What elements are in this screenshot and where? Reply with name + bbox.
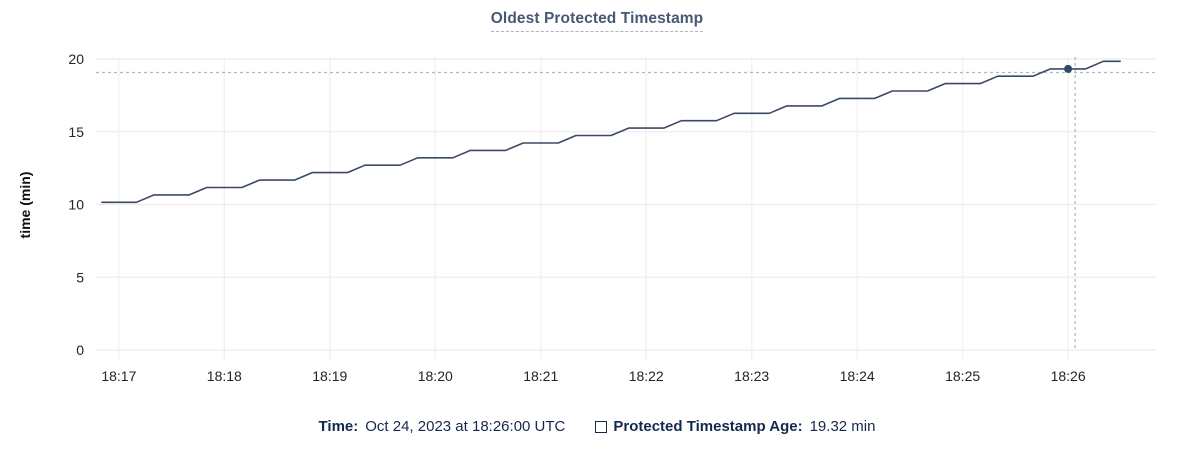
x-tick-label: 18:23 [734, 368, 769, 384]
legend-series-label: Protected Timestamp Age: [613, 418, 803, 435]
x-tick-label: 18:20 [418, 368, 453, 384]
x-tick-label: 18:22 [629, 368, 664, 384]
chart-title[interactable]: Oldest Protected Timestamp [490, 10, 704, 32]
x-tick-label: 18:26 [1051, 368, 1086, 384]
x-tick-label: 18:17 [101, 368, 136, 384]
h-gridlines [96, 58, 1156, 351]
y-tick-label: 5 [76, 269, 84, 285]
x-tick-label: 18:24 [840, 368, 875, 384]
series-toggle-checkbox[interactable] [595, 420, 608, 433]
hover-point-dot [1064, 64, 1073, 73]
legend-series-group: Protected Timestamp Age: 19.32 min [595, 418, 875, 435]
y-tick-label: 10 [68, 197, 84, 213]
crosshair [96, 57, 1156, 350]
x-tick-label: 18:21 [523, 368, 558, 384]
x-tick-label: 18:25 [945, 368, 980, 384]
x-tick-label: 18:18 [207, 368, 242, 384]
series-line [101, 60, 1121, 204]
legend-time-label: Time: [318, 418, 359, 435]
chart-title-row: Oldest Protected Timestamp [0, 10, 1194, 32]
chart-legend: Time: Oct 24, 2023 at 18:26:00 UTC Prote… [0, 418, 1194, 435]
y-tick-label: 20 [68, 51, 84, 67]
legend-time-group: Time: Oct 24, 2023 at 18:26:00 UTC [319, 418, 566, 435]
x-tick-labels: 18:17 18:18 18:19 18:20 18:21 18:22 18:23 18:24… [101, 368, 1086, 384]
legend-series-value: 19.32 min [809, 418, 876, 435]
y-tick-label: 15 [68, 124, 84, 140]
plot-hover-area[interactable] [96, 50, 1156, 360]
legend-time-value: Oct 24, 2023 at 18:26:00 UTC [365, 418, 566, 435]
y-tick-labels: 0 5 10 15 20 [68, 51, 84, 358]
v-gridlines [118, 57, 1069, 360]
y-axis-label: time (min) [17, 172, 33, 239]
y-tick-label: 0 [76, 342, 84, 358]
x-tick-label: 18:19 [312, 368, 347, 384]
